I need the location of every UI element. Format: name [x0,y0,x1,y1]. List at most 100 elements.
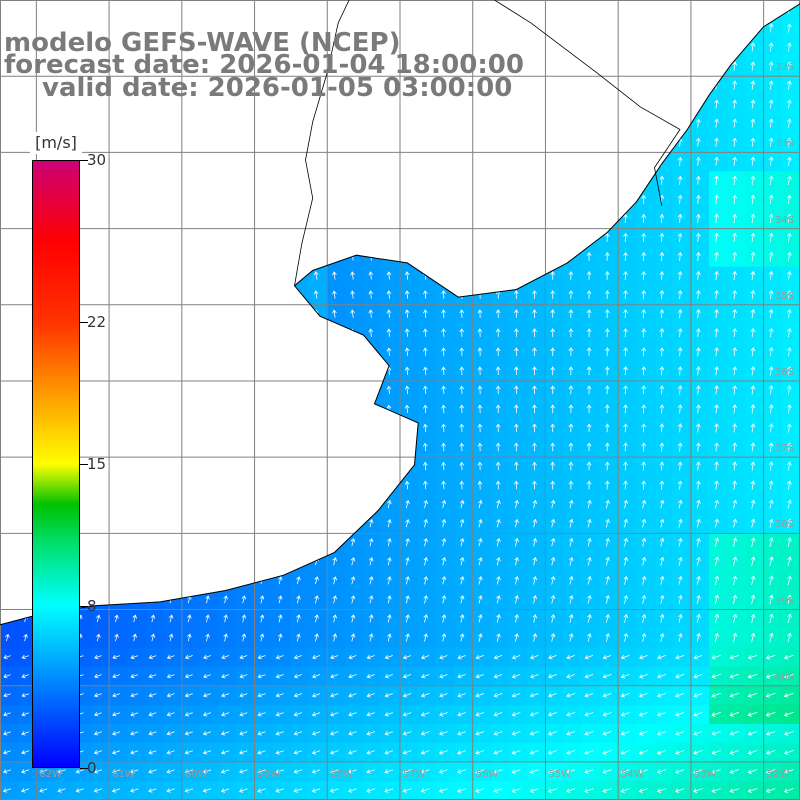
wind-cell [145,685,165,706]
wind-cell [381,590,401,611]
wind-arrow [477,480,483,490]
wind-arrow [714,194,719,205]
wind-cell [690,609,710,630]
wind-cell [709,476,728,496]
wind-arrow [293,654,302,660]
wind-arrow [623,23,628,33]
wind-arrow [3,216,11,222]
wind-arrow [221,750,230,755]
wind-arrow [513,137,519,147]
wind-arrow [203,6,211,12]
wind-cell [127,628,147,649]
wind-arrow [94,444,102,450]
wind-arrow [714,499,719,509]
wind-cell [309,685,328,706]
wind-cell [200,323,219,344]
wind-cell [418,552,437,572]
wind-cell [781,304,800,325]
wind-cell [327,628,347,649]
wind-arrow [604,42,610,52]
wind-cell [90,247,110,268]
wind-arrow [350,576,356,585]
wind-cell [345,495,365,515]
wind-arrow [149,387,156,393]
wind-arrow [167,311,175,317]
wind-cell [18,114,37,134]
wind-cell [254,323,274,344]
wind-cell [545,533,565,553]
wind-cell [309,381,328,401]
wind-arrow [550,194,556,204]
wind-arrow [714,632,720,643]
wind-arrow [203,235,211,241]
wind-cell [509,209,528,230]
wind-arrow [532,423,537,433]
wind-arrow [368,538,374,547]
wind-arrow [532,61,537,71]
wind-arrow [477,271,483,280]
wind-arrow [750,118,756,128]
wind-cell [781,476,800,496]
wind-cell [618,571,637,591]
wind-arrow [150,500,156,508]
wind-cell [490,761,510,782]
wind-cell [709,38,728,58]
wind-cell [472,781,492,800]
wind-cell [290,476,310,496]
wind-cell [563,400,583,420]
wind-arrow [693,712,703,717]
wind-arrow [21,139,29,146]
wind-cell [127,304,147,325]
wind-cell [636,228,656,249]
wind-arrow [384,750,394,755]
wind-arrow [457,693,466,698]
wind-arrow [277,614,283,623]
wind-cell [0,190,19,211]
wind-arrow [405,519,410,528]
wind-cell [127,381,147,401]
wind-cell [600,209,619,230]
wind-arrow [459,595,465,604]
wind-cell [745,209,765,230]
wind-cell [436,400,456,420]
wind-cell [327,133,347,153]
wind-arrow [423,538,428,547]
colorbar-tick [80,322,88,324]
wind-arrow [732,480,738,490]
wind-arrow [368,4,374,14]
wind-cell [618,685,637,706]
wind-arrow [149,254,156,260]
latitude-label: 39S [774,595,794,607]
wind-arrow [94,673,102,679]
wind-arrow [513,118,519,128]
wind-arrow [550,309,556,318]
wind-arrow [132,519,137,527]
wind-arrow [659,232,665,242]
wind-cell [127,190,147,211]
wind-cell [636,323,656,344]
wind-arrow [131,444,138,450]
wind-arrow [241,519,247,528]
wind-cell [90,666,110,687]
wind-arrow [532,213,537,223]
wind-cell [200,647,219,668]
wind-cell [781,647,800,668]
wind-arrow [404,442,410,452]
wind-cell [218,400,237,420]
wind-cell [436,323,456,344]
wind-arrow [296,557,301,566]
wind-cell [345,419,365,439]
wind-cell [181,438,201,458]
wind-arrow [732,213,738,224]
wind-arrow [659,251,665,261]
wind-arrow [750,404,756,414]
wind-arrow [604,213,610,223]
wind-cell [254,704,274,725]
wind-arrow [276,120,284,127]
wind-cell [618,590,637,611]
wind-cell [163,533,183,553]
coastline [0,0,800,626]
wind-cell [563,723,583,744]
wind-cell [509,228,528,249]
wind-cell [90,742,110,763]
